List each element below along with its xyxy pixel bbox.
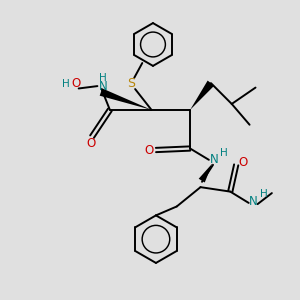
Polygon shape — [100, 88, 152, 110]
Polygon shape — [190, 81, 214, 110]
Text: O: O — [71, 77, 80, 90]
Text: O: O — [86, 137, 95, 150]
Text: H: H — [220, 148, 228, 158]
Text: S: S — [127, 76, 135, 90]
Polygon shape — [199, 164, 212, 182]
Text: H: H — [62, 79, 70, 89]
Text: H: H — [100, 73, 107, 83]
Text: N: N — [249, 195, 258, 208]
Text: H: H — [260, 189, 267, 199]
Text: N: N — [209, 153, 218, 166]
Text: O: O — [145, 144, 154, 157]
Text: N: N — [99, 80, 108, 93]
Text: O: O — [238, 156, 248, 169]
